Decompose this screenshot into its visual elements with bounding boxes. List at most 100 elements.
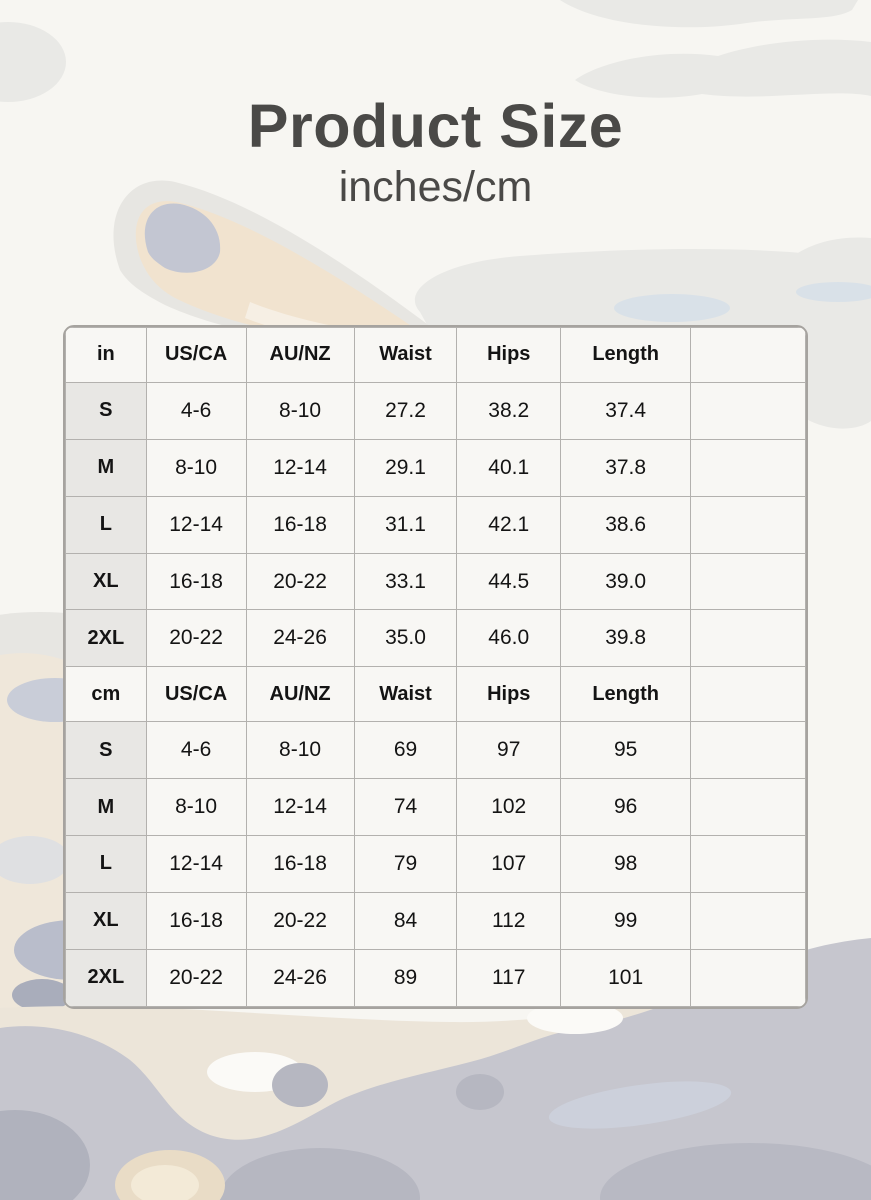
header-cell: Hips <box>456 666 562 723</box>
value-cell: 20-22 <box>245 552 355 611</box>
value-cell: 89 <box>353 948 458 1007</box>
value-cell: 117 <box>456 948 562 1007</box>
value-cell: 12-14 <box>145 495 247 554</box>
header-cell-unit: in <box>65 327 147 383</box>
value-cell: 31.1 <box>353 495 458 554</box>
value-cell: 16-18 <box>245 495 355 554</box>
value-cell: 24-26 <box>245 609 355 668</box>
value-cell: 27.2 <box>353 381 458 440</box>
size-cell: XL <box>65 891 147 950</box>
value-cell: 84 <box>353 891 458 950</box>
table-row: XL 16-18 20-22 33.1 44.5 39.0 <box>65 552 806 611</box>
value-cell: 8-10 <box>245 721 355 780</box>
value-cell: 33.1 <box>353 552 458 611</box>
size-cell: S <box>65 721 147 780</box>
value-cell: 24-26 <box>245 948 355 1007</box>
finger-paint-shape <box>113 180 436 349</box>
value-cell: 4-6 <box>145 721 247 780</box>
header-cell: Hips <box>456 327 562 383</box>
page-header: Product Size inches/cm <box>0 94 871 209</box>
header-cell-empty <box>690 327 806 383</box>
value-cell: 12-14 <box>245 438 355 497</box>
value-cell: 38.6 <box>560 495 692 554</box>
size-table: in US/CA AU/NZ Waist Hips Length S 4-6 8… <box>63 325 808 1009</box>
page-subtitle: inches/cm <box>338 163 533 212</box>
value-cell: 44.5 <box>456 552 562 611</box>
header-cell: Length <box>560 327 692 383</box>
value-cell: 97 <box>456 721 562 780</box>
empty-cell <box>690 495 806 554</box>
size-cell: S <box>65 381 147 440</box>
table-row: L 12-14 16-18 31.1 42.1 38.6 <box>65 495 806 554</box>
header-cell-unit: cm <box>65 666 147 723</box>
value-cell: 35.0 <box>353 609 458 668</box>
value-cell: 101 <box>560 948 692 1007</box>
empty-cell <box>690 778 806 837</box>
value-cell: 16-18 <box>145 552 247 611</box>
empty-cell <box>690 438 806 497</box>
empty-cell <box>690 609 806 668</box>
value-cell: 69 <box>353 721 458 780</box>
value-cell: 40.1 <box>456 438 562 497</box>
value-cell: 39.0 <box>560 552 692 611</box>
value-cell: 37.4 <box>560 381 692 440</box>
table-row: 2XL 20-22 24-26 35.0 46.0 39.8 <box>65 609 806 668</box>
value-cell: 4-6 <box>145 381 247 440</box>
size-cell: L <box>65 495 147 554</box>
value-cell: 112 <box>456 891 562 950</box>
value-cell: 37.8 <box>560 438 692 497</box>
empty-cell <box>690 835 806 893</box>
header-cell: Waist <box>353 327 458 383</box>
table-row: XL 16-18 20-22 84 112 99 <box>65 891 806 950</box>
empty-cell <box>690 891 806 950</box>
header-cell: Length <box>560 666 692 723</box>
value-cell: 8-10 <box>145 778 247 837</box>
value-cell: 102 <box>456 778 562 837</box>
size-table-grid: in US/CA AU/NZ Waist Hips Length S 4-6 8… <box>65 327 806 1007</box>
value-cell: 42.1 <box>456 495 562 554</box>
table-header-row-in: in US/CA AU/NZ Waist Hips Length <box>65 327 806 383</box>
header-cell: AU/NZ <box>245 666 355 723</box>
table-row: L 12-14 16-18 79 107 98 <box>65 835 806 893</box>
value-cell: 8-10 <box>245 381 355 440</box>
size-cell: XL <box>65 552 147 611</box>
value-cell: 79 <box>353 835 458 893</box>
value-cell: 8-10 <box>145 438 247 497</box>
table-row: M 8-10 12-14 74 102 96 <box>65 778 806 837</box>
size-cell: L <box>65 835 147 893</box>
value-cell: 20-22 <box>145 948 247 1007</box>
value-cell: 74 <box>353 778 458 837</box>
value-cell: 39.8 <box>560 609 692 668</box>
page-title: Product Size <box>247 92 624 160</box>
table-row: 2XL 20-22 24-26 89 117 101 <box>65 948 806 1007</box>
value-cell: 46.0 <box>456 609 562 668</box>
value-cell: 12-14 <box>145 835 247 893</box>
table-row: S 4-6 8-10 69 97 95 <box>65 721 806 780</box>
value-cell: 96 <box>560 778 692 837</box>
value-cell: 29.1 <box>353 438 458 497</box>
value-cell: 12-14 <box>245 778 355 837</box>
table-row: M 8-10 12-14 29.1 40.1 37.8 <box>65 438 806 497</box>
value-cell: 16-18 <box>245 835 355 893</box>
table-header-row-cm: cm US/CA AU/NZ Waist Hips Length <box>65 666 806 723</box>
value-cell: 20-22 <box>245 891 355 950</box>
header-cell: US/CA <box>145 327 247 383</box>
size-cell: 2XL <box>65 609 147 668</box>
value-cell: 107 <box>456 835 562 893</box>
value-cell: 16-18 <box>145 891 247 950</box>
value-cell: 38.2 <box>456 381 562 440</box>
size-cell: M <box>65 438 147 497</box>
value-cell: 20-22 <box>145 609 247 668</box>
empty-cell <box>690 381 806 440</box>
cloud-blue-streaks <box>614 282 871 322</box>
header-cell: Waist <box>353 666 458 723</box>
table-row: S 4-6 8-10 27.2 38.2 37.4 <box>65 381 806 440</box>
header-cell-empty <box>690 666 806 723</box>
size-cell: 2XL <box>65 948 147 1007</box>
value-cell: 98 <box>560 835 692 893</box>
value-cell: 99 <box>560 891 692 950</box>
empty-cell <box>690 948 806 1007</box>
empty-cell <box>690 721 806 780</box>
empty-cell <box>690 552 806 611</box>
